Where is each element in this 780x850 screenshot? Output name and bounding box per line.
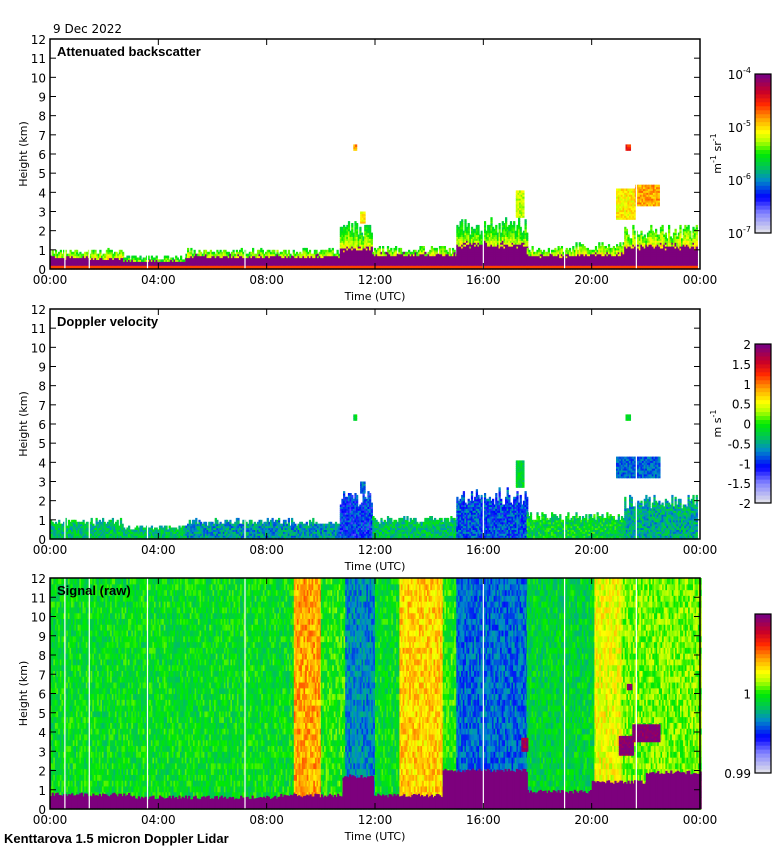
heatmap-cell bbox=[387, 246, 389, 249]
heatmap-cell bbox=[94, 250, 96, 253]
heatmap-cell bbox=[293, 250, 295, 253]
heatmap-cell bbox=[561, 246, 563, 249]
heatmap-cell bbox=[379, 246, 381, 249]
heatmap-cell bbox=[285, 250, 287, 253]
heatmap-cell bbox=[156, 256, 158, 259]
heatmap-cell bbox=[400, 248, 402, 251]
heatmap-cell bbox=[675, 229, 677, 232]
heatmap-cell bbox=[332, 248, 334, 251]
heatmap-cell bbox=[520, 227, 522, 230]
heatmap-cell bbox=[548, 248, 550, 251]
heatmap-cell bbox=[608, 244, 610, 247]
heatmap-cell bbox=[601, 242, 603, 245]
heatmap-cell bbox=[262, 250, 264, 253]
heatmap-cell bbox=[111, 250, 113, 253]
heatmap-cell bbox=[167, 256, 169, 259]
heatmap-cell bbox=[139, 256, 141, 259]
heatmap-cell bbox=[423, 246, 425, 249]
heatmap-cell bbox=[390, 248, 392, 251]
heatmap-cell bbox=[679, 225, 681, 228]
heatmap-cell bbox=[122, 252, 124, 255]
heatmap-cell bbox=[187, 248, 189, 251]
heatmap-cell bbox=[252, 248, 254, 251]
heatmap-cell bbox=[337, 250, 339, 253]
heatmap-cell bbox=[449, 248, 451, 251]
heatmap-cell bbox=[495, 225, 497, 228]
heatmap-cell bbox=[194, 250, 196, 253]
heatmap-cell bbox=[595, 246, 597, 249]
heatmap-cell bbox=[572, 246, 574, 249]
heatmap-cell bbox=[640, 231, 642, 234]
heatmap-cell bbox=[499, 223, 501, 226]
heatmap-cell bbox=[525, 219, 527, 222]
heatmap-cell bbox=[569, 248, 571, 251]
heatmap-cell bbox=[598, 242, 600, 245]
heatmap-cell bbox=[532, 246, 534, 249]
heatmap-cell bbox=[626, 229, 628, 232]
heatmap-cell bbox=[575, 242, 577, 245]
heatmap-cell bbox=[650, 225, 652, 228]
heatmap-cell bbox=[477, 225, 479, 228]
heatmap-cell bbox=[276, 250, 278, 253]
heatmap-cell bbox=[481, 231, 483, 234]
heatmap-cell bbox=[180, 256, 182, 259]
heatmap-cell bbox=[510, 221, 512, 224]
heatmap-cell bbox=[454, 250, 456, 253]
heatmap-cell bbox=[464, 219, 466, 222]
heatmap-cell bbox=[306, 248, 308, 251]
heatmap-cell bbox=[689, 231, 691, 234]
heatmap-cell bbox=[627, 235, 629, 238]
heatmap-cell bbox=[395, 246, 397, 249]
heatmap-cell bbox=[461, 219, 463, 222]
heatmap-cell bbox=[436, 248, 438, 251]
heatmap-cell bbox=[288, 250, 290, 253]
heatmap-cell bbox=[128, 256, 130, 259]
heatmap-cell bbox=[468, 223, 470, 226]
heatmap-cell bbox=[359, 227, 361, 230]
heatmap-cell bbox=[371, 233, 373, 236]
heatmap-cell bbox=[688, 225, 690, 228]
heatmap-cell bbox=[348, 221, 350, 224]
heatmap-cell bbox=[632, 225, 634, 228]
heatmap-cell bbox=[76, 250, 78, 253]
heatmap-cell bbox=[233, 250, 235, 253]
heatmap-cell bbox=[241, 248, 243, 251]
heatmap-cell bbox=[619, 242, 621, 245]
heatmap-cell bbox=[309, 250, 311, 253]
heatmap-cell bbox=[668, 225, 670, 228]
heatmap-cell bbox=[351, 223, 353, 226]
heatmap-cell bbox=[513, 221, 515, 224]
heatmap-cell bbox=[356, 223, 358, 226]
date-label: 9 Dec 2022 bbox=[53, 22, 122, 36]
heatmap-cell bbox=[484, 221, 486, 224]
heatmap-cell bbox=[60, 250, 62, 253]
footer-instrument-label: Kenttarova 1.5 micron Doppler Lidar bbox=[4, 831, 229, 846]
heatmap-cell bbox=[662, 225, 664, 228]
heatmap-cell bbox=[190, 248, 192, 251]
heatmap-cell bbox=[382, 246, 384, 249]
heatmap-cell bbox=[444, 246, 446, 249]
heatmap-cell bbox=[665, 233, 667, 236]
heatmap-cell bbox=[490, 217, 492, 220]
heatmap-cell bbox=[369, 225, 371, 228]
heatmap-cell bbox=[644, 235, 646, 238]
heatmap-cell bbox=[655, 229, 657, 232]
heatmap-cell bbox=[526, 233, 528, 236]
heatmap-cell bbox=[273, 250, 275, 253]
heatmap-cell bbox=[315, 250, 317, 253]
heatmap-cell bbox=[361, 233, 363, 236]
heatmap-cell bbox=[99, 250, 101, 253]
heatmap-cell bbox=[505, 217, 507, 220]
